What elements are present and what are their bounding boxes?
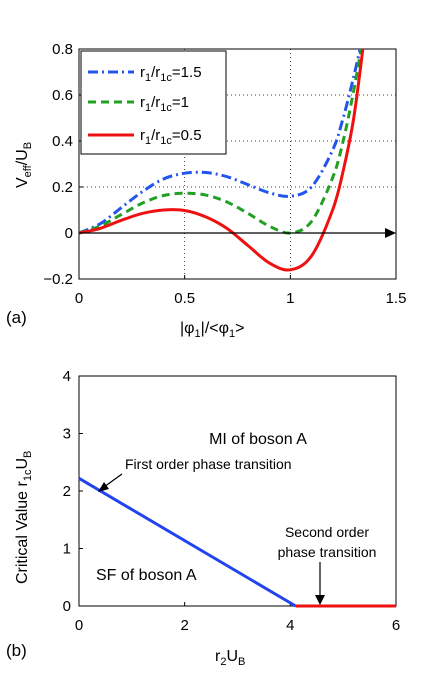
panel-b-label: (b): [6, 641, 27, 660]
panel-a-y-tick-label: 0: [65, 225, 73, 242]
mi-region-label: MI of boson A: [209, 431, 307, 448]
panel-a-y-tick-label: 0.4: [52, 133, 73, 150]
panel-a-lines: [79, 49, 365, 272]
sf-region-label: SF of boson A: [96, 567, 197, 584]
panel-a-x-tick-label: 0.5: [174, 290, 195, 307]
second-order-label-line2: phase transition: [278, 544, 377, 560]
zero-axis-arrowhead: [385, 228, 396, 238]
panel-a-series-line-3: [79, 49, 365, 272]
panel-a-label: (a): [6, 308, 27, 327]
panel-a-y-tick-label: 0.2: [52, 179, 73, 196]
first-order-label: First order phase transition: [125, 456, 292, 472]
panel-b-y-tick-label: 0: [63, 598, 71, 615]
panel-a-x-tick-label: 1.5: [386, 290, 407, 307]
panel-b-series: [78, 477, 396, 608]
panel-a-series-line-1: [79, 49, 362, 235]
legend-label-2: r1/r1c=1: [140, 94, 189, 114]
panel-b-series-line-1: [78, 477, 297, 608]
first-order-arrow: [98, 473, 123, 492]
panel-b-y-tick-label: 4: [63, 368, 71, 385]
panel-a-series-line-2: [79, 49, 363, 235]
second-order-label-line1: Second order: [285, 524, 369, 540]
panel-a-y-tick-label: −0.2: [43, 271, 73, 288]
panel-b-x-tick-label: 6: [392, 617, 400, 634]
panel-a-y-tick-label: 0.6: [52, 87, 73, 104]
panel-a-x-label: |φ1|/<φ1>: [180, 320, 244, 340]
panel-a-zero-arrow: [79, 228, 396, 238]
panel-b-y-tick-label: 2: [63, 483, 71, 500]
panel-b-x-tick-label: 2: [180, 617, 188, 634]
panel-a-series: [79, 49, 365, 272]
legend-label-3: r1/r1c=0.5: [140, 127, 202, 147]
second-order-arrow: [315, 562, 325, 605]
panel-b-y-tick-label: 3: [63, 426, 71, 443]
panel-b-y-label: Critical Value r1cUB: [14, 451, 34, 584]
panel-b-x-tick-label: 4: [286, 617, 294, 634]
panel-b-x-tick-label: 0: [75, 617, 83, 634]
panel-b-y-tick-label: 1: [63, 541, 71, 558]
panel-a-x-tick-label: 0: [75, 290, 83, 307]
panel-a-y-label: Veff/UB: [14, 142, 34, 188]
panel-a-x-tick-label: 1: [286, 290, 294, 307]
panel-a-ticks: 0 0.5 1 1.5−0.200.20.40.60.8: [43, 41, 406, 307]
panel-b-ticks: 0 2 4 6 0 1 2 3 4: [63, 368, 401, 634]
legend-label-1: r1/r1c=1.5: [140, 64, 202, 84]
panel-a-legend: r1/r1c=1.5 r1/r1c=1 r1/r1c=0.5: [80, 50, 227, 155]
panel-a-y-tick-label: 0.8: [52, 41, 73, 58]
panel-b-x-label: r2UB: [215, 648, 245, 668]
panel-b: 0 2 4 6 0 1 2 3 4 MI of boson A SF of boson A Fi…: [6, 368, 400, 668]
panel-b-plot-frame: [78, 375, 397, 607]
panel-a: 0 0.5 1 1.5−0.200.20.40.60.8 r1/r1c=1.5 r1/…: [6, 41, 406, 340]
